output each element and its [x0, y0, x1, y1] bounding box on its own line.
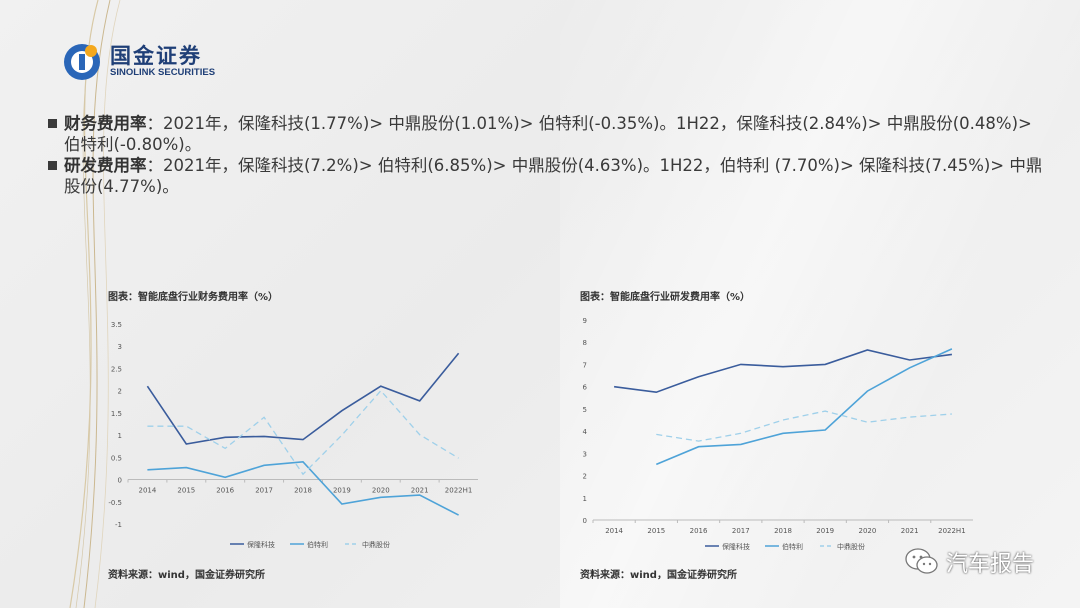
y-tick-label: 9: [583, 317, 587, 325]
y-tick-label: 0: [583, 517, 587, 525]
y-tick-label: 3: [583, 450, 587, 458]
y-tick-label: 5: [583, 406, 587, 414]
series-line-1: [146, 352, 460, 445]
y-tick-label: 3.5: [111, 321, 122, 329]
y-tick-label: 2: [583, 473, 587, 481]
watermark: 汽车报告: [904, 544, 1074, 580]
series-line-3: [147, 389, 459, 476]
x-tick-label: 2018: [294, 487, 312, 495]
bullet-square-icon: [48, 119, 57, 128]
logo-mark-icon: [64, 44, 100, 80]
y-tick-label: 6: [583, 384, 588, 392]
wechat-icon: [905, 548, 938, 574]
summary-bullets: 财务费用率：2021年，保隆科技(1.77%)> 中鼎股份(1.01%)> 伯特…: [48, 113, 1048, 197]
bullet-finance-cost: 财务费用率：2021年，保隆科技(1.77%)> 中鼎股份(1.01%)> 伯特…: [48, 113, 1048, 155]
left-chart-title: 图表：智能底盘行业财务费用率（%）: [108, 292, 279, 303]
rd-cost-chart: 0 1 2 3 4 5 6 7 8 9 2014 2015 2016 2017 2018 2019 2020 20…: [583, 317, 973, 551]
x-tick-label: 2021: [411, 487, 429, 495]
x-tick-label: 2018: [774, 527, 792, 535]
logo-name-en: SINOLINK SECURITIES: [110, 67, 216, 78]
x-tick-label: 2022H1: [445, 487, 473, 495]
y-tick-label: -1: [115, 521, 122, 529]
x-tick-label: 2016: [690, 527, 708, 535]
x-tick-label: 2022H1: [938, 527, 966, 535]
x-tick-label: 2016: [216, 487, 234, 495]
legend-label: 伯特利: [782, 542, 803, 551]
y-tick-label: 0.5: [111, 454, 122, 462]
y-tick-label: 2: [118, 388, 122, 396]
y-tick-label: 3: [118, 343, 122, 351]
series-line-3: [656, 410, 952, 442]
bullet-label: 研发费用率: [64, 156, 147, 175]
y-tick-label: -0.5: [108, 499, 122, 507]
bullet-text: ：2021年，保隆科技(1.77%)> 中鼎股份(1.01%)> 伯特利(-0.…: [64, 114, 1032, 154]
x-tick-label: 2020: [372, 487, 390, 495]
x-tick-label: 2014: [139, 487, 157, 495]
y-tick-label: 1: [583, 495, 587, 503]
watermark-text: 汽车报告: [946, 552, 1035, 577]
legend-label: 伯特利: [307, 540, 328, 549]
series-line-1: [613, 349, 953, 394]
finance-cost-chart: -1 -0.5 0 0.5 1 1.5 2 2.5 3 3.5 2014 2015 2016 2017 20…: [108, 321, 478, 549]
bullet-square-icon: [48, 161, 57, 170]
legend-label: 中鼎股份: [362, 540, 390, 549]
series-line-2: [147, 460, 459, 516]
y-tick-label: 7: [583, 361, 587, 369]
x-tick-label: 2019: [816, 527, 834, 535]
y-tick-label: 1: [118, 432, 122, 440]
y-tick-label: 4: [583, 428, 588, 436]
left-chart-source: 资料来源：wind，国金证券研究所: [108, 570, 265, 581]
right-chart-source: 资料来源：wind，国金证券研究所: [580, 570, 737, 581]
x-tick-label: 2019: [333, 487, 351, 495]
x-tick-label: 2020: [859, 527, 877, 535]
y-tick-label: 8: [583, 339, 587, 347]
legend-label: 中鼎股份: [837, 542, 865, 551]
x-tick-label: 2015: [177, 487, 195, 495]
legend-label: 保隆科技: [722, 542, 750, 551]
logo-name-cn: 国金证券: [110, 44, 202, 68]
x-tick-label: 2017: [255, 487, 273, 495]
bullet-rd-cost: 研发费用率：2021年，保隆科技(7.2%)> 伯特利(6.85%)> 中鼎股份…: [48, 155, 1048, 197]
y-tick-label: 2.5: [111, 365, 122, 373]
series-line-2: [655, 348, 953, 466]
company-logo: 国金证券 SINOLINK SECURITIES: [62, 40, 262, 84]
right-chart-title: 图表：智能底盘行业研发费用率（%）: [580, 292, 751, 303]
y-tick-label: 0: [118, 477, 122, 485]
x-tick-label: 2014: [605, 527, 623, 535]
background-sheen: [560, 0, 1080, 608]
bullet-text: ：2021年，保隆科技(7.2%)> 伯特利(6.85%)> 中鼎股份(4.63…: [64, 156, 1043, 196]
y-tick-label: 1.5: [111, 410, 122, 418]
x-tick-label: 2017: [732, 527, 750, 535]
bullet-label: 财务费用率: [64, 114, 147, 133]
x-tick-label: 2015: [647, 527, 665, 535]
x-tick-label: 2021: [901, 527, 919, 535]
legend-label: 保隆科技: [247, 540, 275, 549]
